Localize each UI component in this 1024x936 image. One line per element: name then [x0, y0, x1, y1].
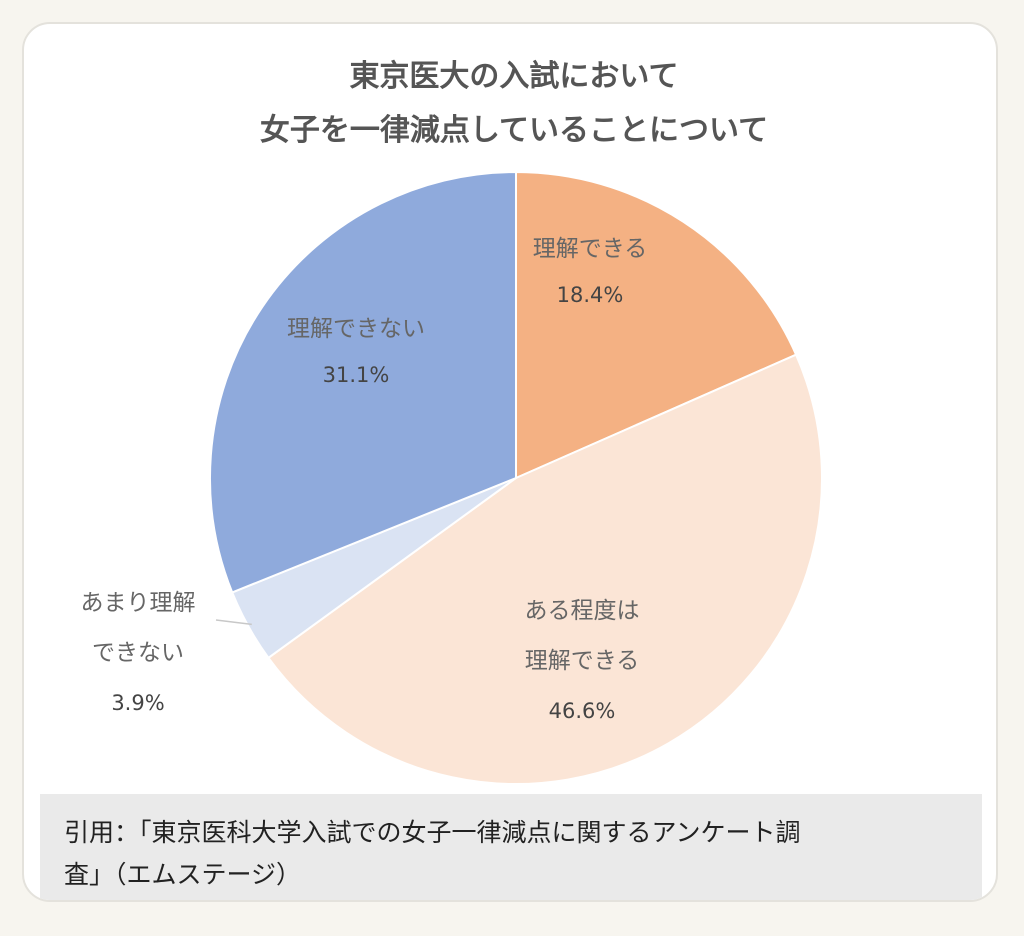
slice-value-label-3: 3.9% — [111, 691, 164, 715]
pie-labels: 理解できる18.4%ある程度は理解できる46.6%あまり理解できない3.9%理解… — [81, 236, 648, 723]
pie-chart: 東京医大の入試において 女子を一律減点していることについて 理解できる 18.4%… — [81, 59, 823, 785]
pie-slices — [209, 170, 823, 785]
slice-label-2-line-2: 理解できる — [525, 648, 640, 674]
chart-title: 東京医大の入試において 女子を一律減点していることについて — [260, 59, 768, 148]
slice-label-4-line-1: 理解できない — [287, 316, 425, 342]
source-citation-line-1: 引用：「東京医科大学入試での女子一律減点に関するアンケート調 — [64, 818, 801, 847]
chart-card: 東京医大の入試において 女子を一律減点していることについて 理解できる 18.4%… — [22, 22, 998, 902]
chart-title-line-2: 女子を一律減点していることについて — [260, 113, 768, 148]
slice-label-1-line-1: 理解できる — [533, 236, 648, 262]
leader-line — [215, 619, 252, 626]
source-citation: 引用：「東京医科大学入試での女子一律減点に関するアンケート調 査」（エムステージ… — [40, 794, 982, 900]
slice-value-label-2: 46.6% — [549, 699, 616, 723]
slice-label-2-line-1: ある程度は — [525, 598, 640, 624]
pie-slice-1 — [515, 170, 798, 480]
source-citation-line-2: 査」（エムステージ） — [64, 860, 302, 889]
pie-slice-2 — [267, 353, 823, 785]
slice-value-label-4: 31.1% — [323, 363, 390, 387]
pie-slice-4 — [209, 170, 517, 594]
chart-title-line-1: 東京医大の入試において — [349, 59, 678, 94]
slice-label-3-line-2: できない — [92, 640, 184, 666]
slice-value-label-1: 18.4% — [557, 283, 624, 307]
slice-label-3-line-1: あまり理解 — [81, 590, 196, 616]
